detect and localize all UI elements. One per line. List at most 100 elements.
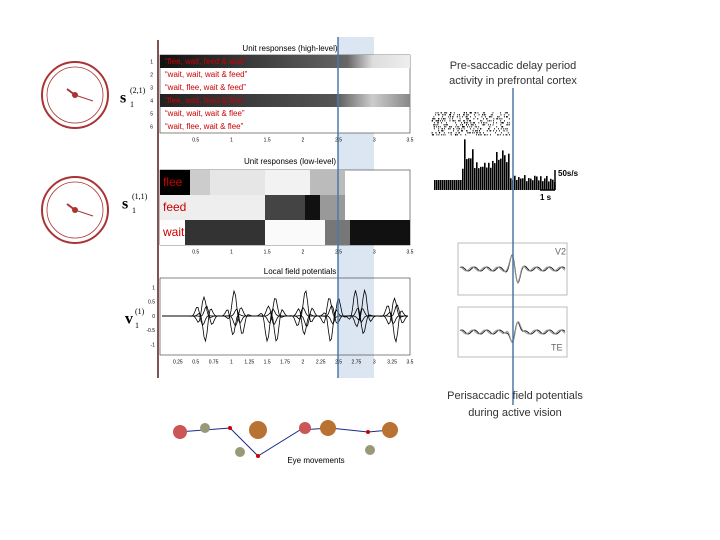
hist-bar — [536, 176, 538, 190]
heatmap — [160, 170, 410, 245]
hist-bar — [448, 180, 450, 190]
hist-bar — [454, 180, 456, 190]
x-tick-label: 1.25 — [244, 359, 254, 365]
row-label: “flee, wait, feed & flee” — [165, 96, 245, 105]
hist-bar — [458, 180, 460, 190]
x-tick-label: 2 — [301, 359, 304, 365]
symbol: s — [122, 196, 128, 213]
row-label: wait — [162, 225, 185, 239]
x-tick-label: 0.5 — [192, 359, 199, 365]
y-tick-label: 0 — [152, 314, 155, 320]
x-tick-label: 1 — [230, 359, 233, 365]
row-index: 3 — [150, 85, 153, 91]
scale-label: 1 s — [540, 193, 552, 202]
hist-bar — [518, 177, 520, 190]
hist-bar — [478, 168, 480, 190]
hist-bar — [546, 175, 548, 190]
hist-bar — [506, 162, 508, 190]
hist-bar — [516, 179, 518, 190]
hist-bar — [540, 176, 542, 190]
row-label: “wait, wait, wait & feed” — [165, 70, 248, 79]
y-tick-label: 0.5 — [148, 300, 155, 306]
hist-bar — [522, 178, 524, 190]
y-tick-label: -0.5 — [146, 328, 155, 334]
hist-bar — [514, 175, 516, 190]
hist-bar — [442, 180, 444, 190]
symbol-sub: 1 — [135, 321, 139, 330]
x-tick-label: 1 — [230, 249, 233, 255]
hist-bar — [550, 178, 552, 190]
hist-bar — [466, 159, 468, 190]
x-tick-label: 2.75 — [352, 359, 362, 365]
hist-bar — [472, 149, 474, 190]
hist-bar — [464, 139, 466, 190]
clock — [41, 61, 109, 129]
panel-title: Local field potentials — [264, 267, 337, 276]
x-tick-label: 3.25 — [387, 359, 397, 365]
row-label: flee — [163, 175, 183, 189]
hist-bar — [502, 150, 504, 190]
hist-bar — [492, 160, 494, 190]
eye-movement-path — [173, 420, 398, 458]
panel-title: Unit responses (high-level) — [242, 44, 337, 53]
hist-bar — [476, 162, 478, 190]
hist-bar — [462, 168, 464, 190]
x-tick-label: 3.5 — [407, 359, 414, 365]
x-tick-label: 3.5 — [407, 137, 414, 143]
row-label: “wait, flee, wait & flee” — [165, 122, 244, 131]
hist-bar — [470, 158, 472, 190]
symbol-sup: (1) — [135, 307, 145, 316]
hist-bar — [552, 179, 554, 190]
x-tick-label: 3 — [373, 137, 376, 143]
hist-bar — [524, 175, 526, 190]
x-tick-label: 0.75 — [209, 359, 219, 365]
x-tick-label: 1.5 — [264, 137, 271, 143]
hist-bar — [532, 180, 534, 190]
x-tick-label: 1.75 — [280, 359, 290, 365]
row-label: “flee, wait, feed & wait” — [165, 57, 246, 66]
hist-bar — [494, 163, 496, 190]
x-tick-label: 2 — [301, 249, 304, 255]
x-tick-label: 3 — [373, 249, 376, 255]
row-index: 6 — [150, 124, 153, 130]
caption: Eye movements — [287, 456, 344, 465]
hist-bar — [450, 180, 452, 190]
x-tick-label: 1.5 — [264, 359, 271, 365]
symbol: s — [120, 90, 126, 107]
caption: during active vision — [468, 407, 562, 419]
lfp-trace — [162, 288, 409, 342]
y-tick-label: 1 — [152, 285, 155, 291]
hist-bar — [542, 181, 544, 190]
hist-bar — [534, 175, 536, 190]
x-tick-label: 2 — [301, 137, 304, 143]
hist-bar — [544, 178, 546, 190]
row-label: feed — [163, 200, 186, 214]
scale-label: 50s/s — [558, 169, 579, 178]
x-tick-label: 2.5 — [335, 249, 342, 255]
y-tick-label: -1 — [151, 342, 156, 348]
hist-bar — [446, 180, 448, 190]
caption: Pre-saccadic delay period — [450, 60, 577, 72]
heat-row — [160, 55, 410, 68]
lfp-traces — [162, 288, 409, 344]
hist-bar — [548, 181, 550, 190]
caption: activity in prefrontal cortex — [449, 75, 577, 87]
x-tick-label: 0.25 — [173, 359, 183, 365]
hist-bar — [526, 181, 528, 190]
raster — [431, 112, 510, 136]
hist-bar — [490, 167, 492, 190]
panel-label: V2 — [555, 246, 566, 256]
hist-bar — [468, 158, 470, 190]
panel-title: Unit responses (low-level) — [244, 157, 336, 166]
x-tick-label: 1 — [230, 137, 233, 143]
row-index: 5 — [150, 111, 153, 117]
hist-bar — [456, 180, 458, 190]
hist-bar — [438, 180, 440, 190]
hist-bar — [508, 153, 510, 190]
hist-bar — [474, 168, 476, 190]
row-index: 2 — [150, 72, 153, 78]
x-tick-label: 2.25 — [316, 359, 326, 365]
hist-bar — [452, 180, 454, 190]
hist-bar — [520, 178, 522, 190]
hist-bar — [500, 158, 502, 190]
